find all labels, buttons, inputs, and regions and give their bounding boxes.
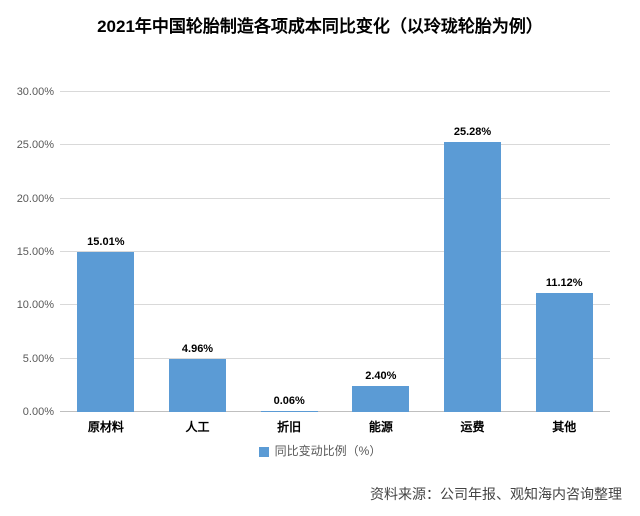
- bar-cell: 25.28%: [427, 92, 519, 412]
- bar-cell: 0.06%: [243, 92, 335, 412]
- legend: 同比变动比例（%）: [0, 442, 640, 459]
- bar-cell: 15.01%: [60, 92, 152, 412]
- y-tick-label: 25.00%: [17, 139, 60, 151]
- y-tick-label: 30.00%: [17, 86, 60, 98]
- y-tick-label: 0.00%: [23, 406, 60, 418]
- bar: 4.96%: [169, 359, 226, 412]
- bar-cell: 4.96%: [152, 92, 244, 412]
- x-tick-label: 能源: [335, 418, 427, 435]
- plot-area: 0.00%5.00%10.00%15.00%20.00%25.00%30.00%…: [60, 92, 610, 412]
- x-tick-label: 原材料: [60, 418, 152, 435]
- y-tick-label: 5.00%: [23, 353, 60, 365]
- bars-group: 15.01% 4.96% 0.06% 2.40% 25.28% 11.12%: [60, 92, 610, 412]
- x-tick-label: 人工: [152, 418, 244, 435]
- bar-value-label: 11.12%: [546, 277, 583, 289]
- source-text: 资料来源：公司年报、观知海内咨询整理: [370, 484, 622, 504]
- chart-container: 2021年中国轮胎制造各项成本同比变化（以玲珑轮胎为例） 观知海内信息网 观知海…: [0, 0, 640, 516]
- bar-value-label: 0.06%: [274, 395, 305, 407]
- bar-value-label: 15.01%: [87, 236, 124, 248]
- y-tick-label: 20.00%: [17, 193, 60, 205]
- bar-value-label: 2.40%: [365, 370, 396, 382]
- y-tick-label: 10.00%: [17, 299, 60, 311]
- bar-cell: 11.12%: [518, 92, 610, 412]
- bar: 25.28%: [444, 142, 501, 412]
- chart-title: 2021年中国轮胎制造各项成本同比变化（以玲珑轮胎为例）: [0, 16, 640, 38]
- bar-value-label: 25.28%: [454, 126, 491, 138]
- x-tick-label: 运费: [427, 418, 519, 435]
- x-tick-label: 折旧: [243, 418, 335, 435]
- bar-value-label: 4.96%: [182, 343, 213, 355]
- x-axis-labels: 原材料人工折旧能源运费其他: [60, 418, 610, 435]
- bar: 0.06%: [261, 411, 318, 412]
- bar-cell: 2.40%: [335, 92, 427, 412]
- legend-label: 同比变动比例（%）: [275, 444, 382, 458]
- y-tick-label: 15.00%: [17, 246, 60, 258]
- legend-swatch: [259, 447, 269, 457]
- x-tick-label: 其他: [518, 418, 610, 435]
- bar: 2.40%: [352, 386, 409, 412]
- bar: 15.01%: [77, 252, 134, 412]
- bar: 11.12%: [536, 293, 593, 412]
